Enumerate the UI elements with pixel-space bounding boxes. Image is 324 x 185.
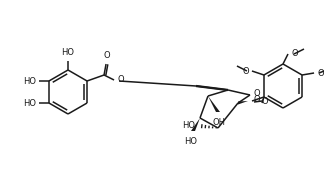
Text: O: O <box>117 75 124 85</box>
Text: O: O <box>317 68 324 78</box>
Text: O: O <box>292 50 299 58</box>
Text: OH: OH <box>213 118 226 127</box>
Polygon shape <box>191 118 200 131</box>
Text: HO: HO <box>184 137 198 146</box>
Text: O: O <box>254 90 260 98</box>
Text: O: O <box>104 51 110 60</box>
Text: O: O <box>253 95 260 105</box>
Text: O: O <box>262 97 268 107</box>
Polygon shape <box>238 101 248 105</box>
Text: HO: HO <box>23 77 36 85</box>
Text: O: O <box>242 66 249 75</box>
Text: HO: HO <box>62 48 75 57</box>
Text: HO: HO <box>23 98 36 107</box>
Polygon shape <box>208 96 220 112</box>
Text: HO: HO <box>182 120 195 130</box>
